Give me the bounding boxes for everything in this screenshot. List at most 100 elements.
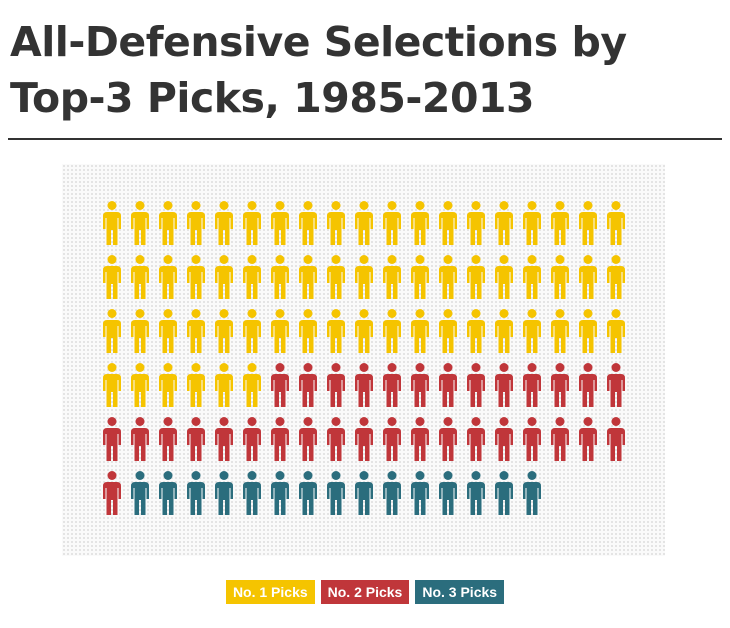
- person-icon-no-1-picks-18: [579, 201, 597, 245]
- legend-item-no1: No. 1 Picks: [225, 580, 315, 604]
- person-icon-no-1-picks-30: [383, 255, 401, 299]
- person-icon-no-1-picks-44: [243, 309, 261, 353]
- person-icon-no-1-picks-36: [551, 255, 569, 299]
- legend: No. 1 Picks No. 2 Picks No. 3 Picks: [0, 580, 730, 604]
- person-icon-no-2-picks-17: [187, 417, 205, 461]
- person-icon-no-1-picks-35: [523, 255, 541, 299]
- person-icon-no-1-picks-59: [131, 363, 149, 407]
- person-icon-no-1-picks-32: [439, 255, 457, 299]
- person-icon-no-3-picks-12: [439, 471, 457, 515]
- person-icon-no-2-picks-30: [551, 417, 569, 461]
- person-icon-no-2-picks-22: [327, 417, 345, 461]
- person-icon-no-1-picks-50: [411, 309, 429, 353]
- person-icon-no-3-picks-15: [523, 471, 541, 515]
- legend-item-no2: No. 2 Picks: [320, 580, 410, 604]
- person-icon-no-3-picks-8: [327, 471, 345, 515]
- person-icon-no-2-picks-32: [607, 417, 625, 461]
- person-icon-no-1-picks-2: [131, 201, 149, 245]
- person-icon-no-3-picks-10: [383, 471, 401, 515]
- person-icon-no-1-picks-56: [579, 309, 597, 353]
- person-icon-no-2-picks-1: [271, 363, 289, 407]
- person-icon-no-1-picks-16: [523, 201, 541, 245]
- person-icon-no-3-picks-6: [271, 471, 289, 515]
- person-icon-no-1-picks-8: [299, 201, 317, 245]
- person-icon-no-1-picks-29: [355, 255, 373, 299]
- person-icon-no-1-picks-48: [355, 309, 373, 353]
- person-icon-no-1-picks-46: [299, 309, 317, 353]
- person-icon-no-3-picks-11: [411, 471, 429, 515]
- person-icon-no-1-picks-55: [551, 309, 569, 353]
- person-icon-no-2-picks-23: [355, 417, 373, 461]
- person-icon-no-1-picks-62: [215, 363, 233, 407]
- person-icon-no-1-picks-7: [271, 201, 289, 245]
- person-icon-no-1-picks-28: [327, 255, 345, 299]
- person-icon-no-3-picks-5: [243, 471, 261, 515]
- person-icon-no-1-picks-38: [607, 255, 625, 299]
- person-icon-no-2-picks-3: [327, 363, 345, 407]
- person-icon-no-1-picks-1: [103, 201, 121, 245]
- person-icon-no-2-picks-16: [159, 417, 177, 461]
- person-icon-no-2-picks-19: [243, 417, 261, 461]
- person-icon-no-1-picks-22: [159, 255, 177, 299]
- person-icon-no-2-picks-28: [495, 417, 513, 461]
- person-icon-no-1-picks-49: [383, 309, 401, 353]
- person-icon-no-1-picks-54: [523, 309, 541, 353]
- person-icon-no-1-picks-6: [243, 201, 261, 245]
- person-icon-no-1-picks-3: [159, 201, 177, 245]
- person-icon-no-1-picks-34: [495, 255, 513, 299]
- person-icon-no-2-picks-4: [355, 363, 373, 407]
- person-icon-no-1-picks-61: [187, 363, 205, 407]
- person-icon-no-2-picks-20: [271, 417, 289, 461]
- person-icon-no-1-picks-31: [411, 255, 429, 299]
- person-icon-no-2-picks-12: [579, 363, 597, 407]
- person-icon-no-2-picks-9: [495, 363, 513, 407]
- person-icon-no-1-picks-9: [327, 201, 345, 245]
- person-icon-no-1-picks-51: [439, 309, 457, 353]
- person-icon-no-3-picks-1: [131, 471, 149, 515]
- person-icon-no-2-picks-31: [579, 417, 597, 461]
- person-icon-no-3-picks-9: [355, 471, 373, 515]
- person-icon-no-3-picks-7: [299, 471, 317, 515]
- person-icon-no-1-picks-45: [271, 309, 289, 353]
- person-icon-no-1-picks-63: [243, 363, 261, 407]
- person-icon-no-2-picks-10: [523, 363, 541, 407]
- chart-title: All-Defensive Selections by Top-3 Picks,…: [10, 18, 627, 122]
- person-icon-no-1-picks-47: [327, 309, 345, 353]
- person-icon-no-1-picks-26: [271, 255, 289, 299]
- person-icon-no-1-picks-53: [495, 309, 513, 353]
- person-icon-no-2-picks-24: [383, 417, 401, 461]
- plot-area: [62, 164, 665, 556]
- person-icon-no-1-picks-57: [607, 309, 625, 353]
- person-icon-no-2-picks-13: [607, 363, 625, 407]
- person-icon-no-1-picks-33: [467, 255, 485, 299]
- person-icon-no-1-picks-60: [159, 363, 177, 407]
- person-icon-no-1-picks-14: [467, 201, 485, 245]
- title-divider: [8, 138, 722, 140]
- person-icon-no-2-picks-15: [131, 417, 149, 461]
- person-icon-no-1-picks-12: [411, 201, 429, 245]
- person-icon-no-1-picks-40: [131, 309, 149, 353]
- person-icon-no-1-picks-27: [299, 255, 317, 299]
- pictograph-chart: [103, 201, 625, 515]
- person-icon-no-1-picks-10: [355, 201, 373, 245]
- person-icon-no-2-picks-14: [103, 417, 121, 461]
- person-icon-no-1-picks-13: [439, 201, 457, 245]
- person-icon-no-1-picks-37: [579, 255, 597, 299]
- person-icon-no-1-picks-42: [187, 309, 205, 353]
- person-icon-no-3-picks-13: [467, 471, 485, 515]
- person-icon-no-2-picks-8: [467, 363, 485, 407]
- person-icon-no-2-picks-2: [299, 363, 317, 407]
- person-icon-no-1-picks-23: [187, 255, 205, 299]
- person-icon-no-3-picks-4: [215, 471, 233, 515]
- person-icon-no-1-picks-52: [467, 309, 485, 353]
- person-icon-no-2-picks-27: [467, 417, 485, 461]
- legend-item-no3: No. 3 Picks: [415, 580, 505, 604]
- person-icon-no-2-picks-25: [411, 417, 429, 461]
- person-icon-no-2-picks-7: [439, 363, 457, 407]
- person-icon-no-1-picks-20: [103, 255, 121, 299]
- person-icon-no-2-picks-5: [383, 363, 401, 407]
- person-icon-no-1-picks-19: [607, 201, 625, 245]
- person-icon-no-1-picks-17: [551, 201, 569, 245]
- person-icon-no-1-picks-58: [103, 363, 121, 407]
- person-icon-no-1-picks-21: [131, 255, 149, 299]
